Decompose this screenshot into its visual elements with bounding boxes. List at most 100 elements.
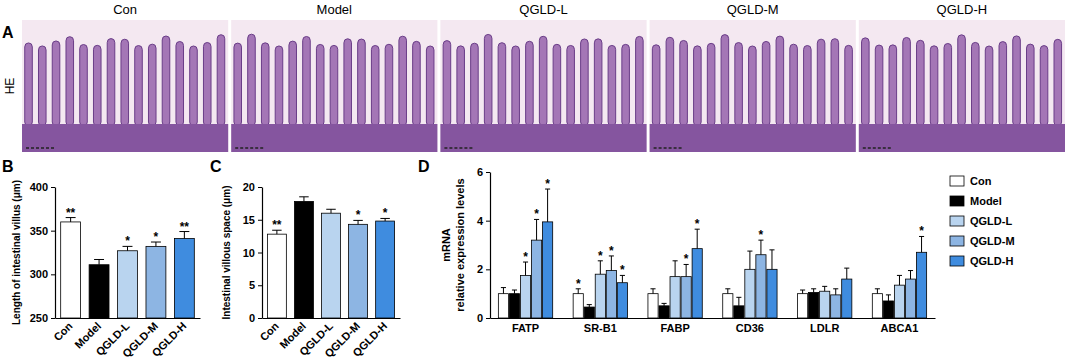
figure: AHEConModelQGLD-LQGLD-MQGLD-HB2503003504… bbox=[0, 0, 1065, 362]
significance-label: ** bbox=[272, 218, 282, 232]
y-tick: 2 bbox=[477, 263, 490, 275]
legend-item: QGLD-L bbox=[950, 215, 1012, 227]
villus bbox=[817, 39, 825, 126]
villus bbox=[917, 40, 925, 126]
villus bbox=[234, 43, 242, 126]
villus bbox=[316, 44, 324, 126]
villus bbox=[694, 46, 702, 126]
bar bbox=[842, 279, 852, 318]
x-tick: LDLR bbox=[810, 318, 839, 334]
panel-label: C bbox=[210, 158, 222, 175]
bar bbox=[648, 294, 658, 318]
crypt-layer bbox=[650, 124, 856, 152]
legend-item: QGLD-M bbox=[950, 235, 1015, 247]
scale-bar bbox=[444, 147, 474, 149]
x-tick: FABP bbox=[660, 318, 689, 334]
x-tick: Con bbox=[51, 318, 75, 343]
significance-label: ** bbox=[66, 206, 76, 220]
significance-label: * bbox=[598, 249, 603, 263]
villus bbox=[512, 46, 520, 126]
error-bar bbox=[800, 290, 805, 294]
legend-swatch bbox=[950, 256, 964, 266]
x-tick-label: FABP bbox=[660, 322, 689, 334]
y-tick: 300 bbox=[30, 268, 55, 280]
villus bbox=[93, 45, 101, 126]
legend-item: Con bbox=[950, 175, 992, 187]
panel-label: A bbox=[2, 24, 14, 41]
y-axis-line bbox=[55, 188, 56, 319]
villus bbox=[190, 46, 198, 126]
histology-image bbox=[22, 20, 228, 152]
y-tick-mark bbox=[258, 285, 262, 286]
villus bbox=[38, 46, 46, 126]
villus bbox=[735, 43, 743, 126]
crypt-layer bbox=[231, 124, 437, 152]
bar bbox=[767, 269, 777, 318]
bar bbox=[734, 306, 744, 318]
bar bbox=[670, 277, 680, 318]
bar bbox=[872, 294, 882, 318]
image-background bbox=[859, 20, 1065, 152]
villus bbox=[498, 43, 506, 126]
significance-label: * bbox=[576, 277, 581, 291]
villus bbox=[303, 36, 311, 126]
y-tick-mark bbox=[486, 269, 490, 270]
y-tick: 15 bbox=[243, 214, 262, 226]
x-tick: ABCA1 bbox=[881, 318, 919, 334]
legend-swatch bbox=[950, 196, 964, 206]
villus bbox=[889, 45, 897, 126]
x-axis-line bbox=[263, 318, 401, 319]
x-tick: QGLD-H bbox=[350, 318, 389, 359]
y-tick-mark bbox=[258, 253, 262, 254]
error-bar bbox=[501, 288, 506, 294]
legend-label: Model bbox=[970, 195, 1002, 207]
villus bbox=[594, 39, 602, 126]
scale-bar bbox=[863, 147, 893, 149]
y-tick-label: 0 bbox=[249, 312, 255, 324]
bar bbox=[916, 252, 926, 318]
y-tick-label: 400 bbox=[30, 181, 48, 193]
significance-label: * bbox=[383, 206, 388, 220]
villus bbox=[636, 36, 644, 126]
bar bbox=[756, 255, 766, 318]
error-bar bbox=[512, 290, 517, 294]
bar bbox=[89, 265, 109, 318]
y-tick-label: 4 bbox=[477, 215, 484, 227]
histology-image bbox=[231, 20, 437, 152]
villus bbox=[289, 41, 297, 126]
chart-D: D0246mRNArelative expression levels*****… bbox=[418, 158, 1015, 334]
bar bbox=[894, 285, 904, 318]
villus bbox=[903, 37, 911, 126]
error-bar bbox=[650, 289, 655, 294]
villus bbox=[790, 44, 798, 126]
y-axis: 0 2 4 6 bbox=[477, 166, 491, 324]
error-bar bbox=[736, 297, 741, 306]
legend-swatch bbox=[950, 176, 964, 186]
x-axis: FATPSR-B1FABPCD36LDLRABCA1 bbox=[491, 318, 936, 334]
villus bbox=[1013, 36, 1021, 126]
crypt-layer bbox=[859, 124, 1065, 152]
bar bbox=[118, 251, 138, 318]
villus bbox=[721, 35, 729, 126]
villus bbox=[875, 45, 883, 126]
y-axis-title: Length of intestinal villus (μm) bbox=[11, 180, 22, 325]
histology-image bbox=[650, 20, 856, 152]
villus bbox=[845, 45, 853, 126]
villus bbox=[176, 41, 184, 126]
bar bbox=[809, 292, 819, 318]
bar bbox=[905, 279, 915, 318]
bar bbox=[595, 274, 605, 318]
y-tick: 6 bbox=[477, 166, 490, 178]
legend-item: Model bbox=[950, 195, 1002, 207]
villus bbox=[385, 44, 393, 126]
x-tick-label: QGLD-H bbox=[149, 320, 188, 359]
villus bbox=[862, 38, 870, 126]
scale-bar bbox=[654, 147, 684, 149]
significance-label: * bbox=[545, 177, 550, 191]
villus bbox=[1054, 39, 1062, 126]
x-tick: CD36 bbox=[736, 318, 764, 334]
panel-label: B bbox=[2, 158, 14, 175]
villus bbox=[985, 46, 993, 126]
x-tick-label: Con bbox=[257, 319, 281, 343]
y-tick-label: 0 bbox=[477, 312, 483, 324]
